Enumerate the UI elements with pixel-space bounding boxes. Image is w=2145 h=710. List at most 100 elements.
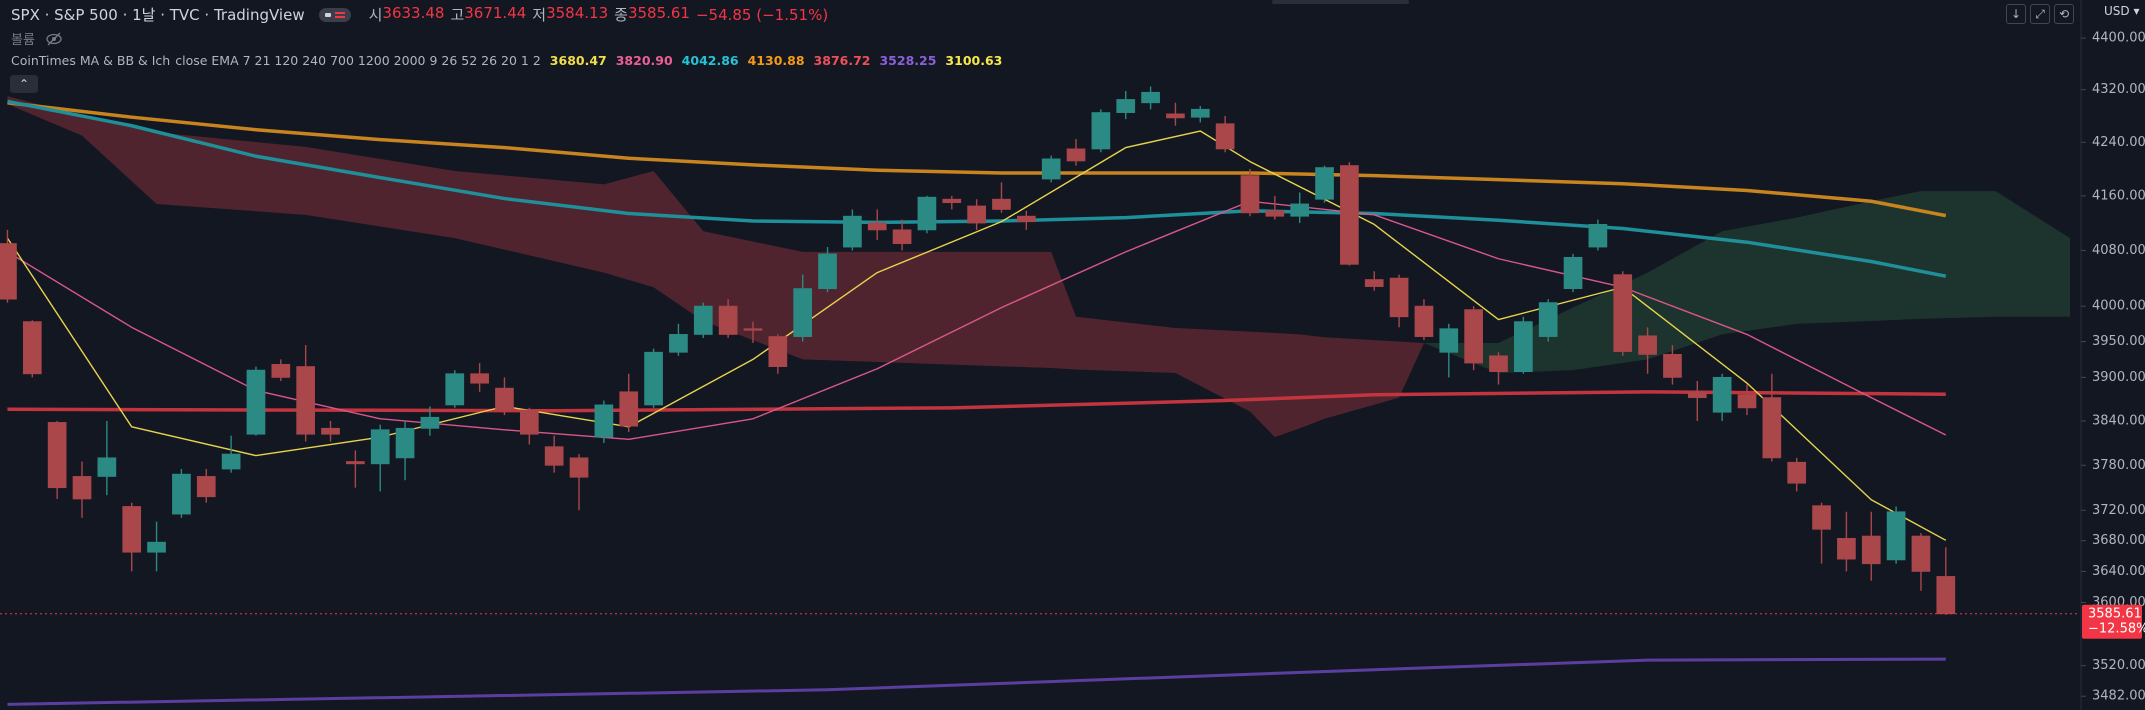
candle-body bbox=[942, 198, 962, 204]
last-price-box bbox=[2082, 604, 2142, 639]
fullscreen-button[interactable]: ⤢ bbox=[2030, 4, 2050, 24]
candle-body bbox=[793, 288, 813, 337]
indicator-value: 3680.47 bbox=[549, 53, 607, 68]
ohlc-label: 고 bbox=[450, 6, 465, 24]
y-tick-label: 3640.00 bbox=[2092, 564, 2145, 579]
ohlc-value: 3585.61 bbox=[627, 4, 690, 22]
y-tick-label: 3950.00 bbox=[2092, 334, 2145, 349]
y-tick-label: 4400.00 bbox=[2092, 31, 2145, 46]
y-tick-label: 4080.00 bbox=[2092, 243, 2145, 258]
ohlc-label: 종 bbox=[614, 6, 628, 24]
y-tick-label: 4000.00 bbox=[2092, 299, 2145, 314]
candle-body bbox=[321, 427, 340, 435]
collapse-button[interactable]: ⌃ bbox=[10, 75, 38, 93]
volume-label[interactable]: 볼륨 bbox=[11, 33, 35, 48]
candle-body bbox=[47, 422, 67, 489]
ma-line bbox=[7, 101, 1947, 218]
y-tick-label: 4320.00 bbox=[2092, 82, 2145, 97]
candle-body bbox=[172, 473, 191, 515]
candle-body bbox=[72, 476, 92, 500]
candle-body bbox=[0, 243, 17, 300]
candle-body bbox=[1240, 175, 1260, 214]
y-tick-label: 3720.00 bbox=[2092, 503, 2145, 518]
eye-hidden-icon[interactable] bbox=[45, 32, 63, 46]
scroll-button[interactable]: ↓ bbox=[2006, 4, 2026, 24]
cloud-band bbox=[1423, 191, 2071, 374]
candle-body bbox=[619, 391, 639, 427]
symbol[interactable]: SPX · S&P 500 · 1날 · TVC · TradingView bbox=[11, 6, 305, 24]
candle-body bbox=[1414, 305, 1434, 337]
y-tick-label: 3840.00 bbox=[2092, 413, 2145, 428]
candle-body bbox=[346, 461, 365, 465]
ma-line bbox=[6, 130, 1947, 541]
toggle-icon[interactable] bbox=[318, 7, 351, 22]
candle-body bbox=[495, 387, 514, 411]
candle-body bbox=[718, 305, 738, 335]
candle-body bbox=[1016, 215, 1036, 223]
y-tick-label: 4160.00 bbox=[2092, 188, 2145, 203]
candle-body bbox=[1638, 335, 1657, 355]
candle-body bbox=[420, 416, 440, 429]
candle-body bbox=[1166, 113, 1185, 119]
reset-button[interactable]: ⟲ bbox=[2054, 4, 2074, 24]
candle-body bbox=[1315, 167, 1334, 200]
candle-body bbox=[1563, 256, 1583, 290]
candle-body bbox=[22, 321, 42, 375]
candle-body bbox=[1787, 461, 1807, 484]
candle-body bbox=[843, 215, 862, 248]
candle-body bbox=[1190, 108, 1210, 118]
ma-line bbox=[7, 390, 1946, 413]
volume-row: 볼륨 bbox=[11, 29, 63, 48]
candle-body bbox=[1663, 353, 1682, 378]
candle-body bbox=[917, 196, 937, 231]
candle-body bbox=[97, 457, 117, 477]
candle-body bbox=[1215, 123, 1235, 150]
candle-body bbox=[1513, 321, 1533, 373]
top-handle bbox=[1272, 0, 1409, 4]
candle-body bbox=[1737, 394, 1757, 409]
candle-body bbox=[1389, 277, 1409, 318]
candle-body bbox=[1911, 535, 1931, 572]
ohlc: 시 3633.48 고 3671.44 저 3584.13 종 3585.61 bbox=[363, 4, 690, 25]
candle-body bbox=[992, 198, 1011, 210]
candle-body bbox=[892, 229, 912, 244]
candle-body bbox=[470, 373, 489, 384]
candle-body bbox=[644, 351, 663, 406]
candle-body bbox=[1762, 397, 1782, 459]
candle-body bbox=[1464, 309, 1483, 364]
ohlc-label: 시 bbox=[368, 6, 383, 24]
candle-body bbox=[1886, 511, 1906, 561]
candle-body bbox=[221, 453, 241, 470]
symbol-row: SPX · S&P 500 · 1날 · TVC · TradingView 시… bbox=[11, 4, 828, 25]
candle-body bbox=[1538, 302, 1558, 337]
candle-body bbox=[1290, 203, 1310, 217]
candle-body bbox=[867, 222, 887, 231]
currency-label[interactable]: USD bbox=[2104, 4, 2130, 18]
ohlc-value: 3633.48 bbox=[382, 4, 445, 22]
ma-line bbox=[7, 200, 1947, 441]
ohlc-label: 저 bbox=[532, 6, 547, 24]
ma-line bbox=[7, 657, 1946, 706]
currency-select[interactable]: USD ▾ bbox=[2104, 4, 2140, 18]
indicator-row: CoinTimes MA & BB & Ich close EMA 7 21 1… bbox=[11, 53, 1002, 68]
y-tick-label: 3900.00 bbox=[2092, 370, 2145, 385]
candle-body bbox=[370, 429, 390, 465]
candle-body bbox=[1141, 91, 1160, 104]
indicator-value: 4042.86 bbox=[681, 53, 739, 68]
indicator-value: 3528.25 bbox=[879, 53, 937, 68]
change: −54.85 (−1.51%) bbox=[695, 5, 829, 24]
indicator-values: 3680.47 3820.90 4042.86 4130.88 3876.72 3528.… bbox=[541, 53, 1003, 68]
candle-body bbox=[1116, 99, 1136, 113]
candle-body bbox=[1613, 274, 1633, 352]
candle-body bbox=[445, 373, 465, 406]
plot-area bbox=[0, 86, 2080, 706]
candle-body bbox=[296, 366, 316, 435]
candle-body bbox=[1340, 165, 1359, 265]
price-axis: 4400.00 4320.00 4240.00 4160.00 4080.00 4000.… bbox=[2081, 31, 2145, 704]
indicator-name[interactable]: CoinTimes MA & BB & Ich bbox=[11, 53, 171, 68]
candle-body bbox=[395, 427, 415, 459]
last-price-label: 3585.61 bbox=[2088, 606, 2142, 621]
indicator-value: 3820.90 bbox=[615, 53, 673, 68]
